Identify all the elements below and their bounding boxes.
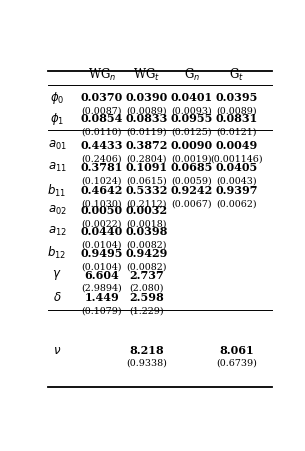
Text: $a_{01}$: $a_{01}$ <box>48 138 66 152</box>
Text: (0.2804): (0.2804) <box>127 154 167 163</box>
Text: (0.1030): (0.1030) <box>82 199 122 208</box>
Text: (0.0082): (0.0082) <box>127 262 167 271</box>
Text: (0.0043): (0.0043) <box>216 176 257 185</box>
Text: 0.0854: 0.0854 <box>81 113 123 124</box>
Text: 8.061: 8.061 <box>219 344 254 355</box>
Text: (0.1024): (0.1024) <box>82 176 122 185</box>
Text: 1.449: 1.449 <box>84 292 119 303</box>
Text: $\delta$: $\delta$ <box>53 291 61 304</box>
Text: $\gamma$: $\gamma$ <box>52 267 62 281</box>
Text: (0.0082): (0.0082) <box>127 240 167 249</box>
Text: (0.2112): (0.2112) <box>127 199 167 208</box>
Text: 0.1091: 0.1091 <box>126 162 168 173</box>
Text: 2.598: 2.598 <box>130 292 164 303</box>
Text: 0.0831: 0.0831 <box>216 113 258 124</box>
Text: (0.0018): (0.0018) <box>127 219 167 228</box>
Text: (0.0104): (0.0104) <box>82 262 122 271</box>
Text: 0.0370: 0.0370 <box>81 92 123 103</box>
Text: 0.0685: 0.0685 <box>170 162 213 173</box>
Text: (0.0125): (0.0125) <box>171 127 212 136</box>
Text: $\nu$: $\nu$ <box>53 343 61 356</box>
Text: (0.1079): (0.1079) <box>82 306 122 315</box>
Text: (0.0019): (0.0019) <box>171 154 212 163</box>
Text: 0.3872: 0.3872 <box>126 140 168 151</box>
Text: 0.9397: 0.9397 <box>215 185 258 196</box>
Text: 0.0050: 0.0050 <box>81 205 123 216</box>
Text: 0.4642: 0.4642 <box>81 185 123 196</box>
Text: (2.9894): (2.9894) <box>81 283 122 292</box>
Text: 0.9242: 0.9242 <box>170 185 213 196</box>
Text: (0.0062): (0.0062) <box>216 199 257 208</box>
Text: 6.604: 6.604 <box>84 269 119 280</box>
Text: 0.9495: 0.9495 <box>81 247 123 258</box>
Text: $a_{12}$: $a_{12}$ <box>48 225 66 238</box>
Text: $a_{11}$: $a_{11}$ <box>48 161 66 174</box>
Text: (0.0093): (0.0093) <box>171 106 212 115</box>
Text: 0.0405: 0.0405 <box>216 162 258 173</box>
Text: 2.737: 2.737 <box>130 269 164 280</box>
Text: 0.4433: 0.4433 <box>81 140 123 151</box>
Text: (0.2406): (0.2406) <box>82 154 122 163</box>
Text: 0.0090: 0.0090 <box>171 140 213 151</box>
Text: (0.6739): (0.6739) <box>216 358 257 367</box>
Text: WG$_n$: WG$_n$ <box>88 67 116 83</box>
Text: $\phi_1$: $\phi_1$ <box>50 110 64 126</box>
Text: WG$_t$: WG$_t$ <box>133 67 160 83</box>
Text: (0.9338): (0.9338) <box>126 358 167 367</box>
Text: 0.0440: 0.0440 <box>81 226 123 237</box>
Text: 0.0395: 0.0395 <box>216 92 258 103</box>
Text: (0.0059): (0.0059) <box>171 176 212 185</box>
Text: 0.0833: 0.0833 <box>126 113 168 124</box>
Text: $b_{12}$: $b_{12}$ <box>48 245 66 261</box>
Text: (0.0089): (0.0089) <box>127 106 167 115</box>
Text: (0.0110): (0.0110) <box>82 127 122 136</box>
Text: (0.001146): (0.001146) <box>210 154 263 163</box>
Text: (1.229): (1.229) <box>130 306 164 315</box>
Text: (0.0104): (0.0104) <box>82 240 122 249</box>
Text: (0.0022): (0.0022) <box>82 219 122 228</box>
Text: $b_{11}$: $b_{11}$ <box>48 182 66 198</box>
Text: $a_{02}$: $a_{02}$ <box>48 204 66 217</box>
Text: (0.0087): (0.0087) <box>82 106 122 115</box>
Text: 0.0955: 0.0955 <box>170 113 213 124</box>
Text: 8.218: 8.218 <box>130 344 164 355</box>
Text: G$_t$: G$_t$ <box>229 67 244 83</box>
Text: (2.080): (2.080) <box>130 283 164 292</box>
Text: 0.0390: 0.0390 <box>126 92 168 103</box>
Text: (0.0121): (0.0121) <box>217 127 257 136</box>
Text: 0.0401: 0.0401 <box>171 92 213 103</box>
Text: (0.0119): (0.0119) <box>127 127 167 136</box>
Text: 0.0032: 0.0032 <box>126 205 168 216</box>
Text: 0.0049: 0.0049 <box>216 140 258 151</box>
Text: 0.0398: 0.0398 <box>126 226 168 237</box>
Text: G$_n$: G$_n$ <box>184 67 200 83</box>
Text: (0.0067): (0.0067) <box>171 199 212 208</box>
Text: 0.5332: 0.5332 <box>126 185 168 196</box>
Text: 0.3781: 0.3781 <box>81 162 123 173</box>
Text: (0.0089): (0.0089) <box>216 106 257 115</box>
Text: (0.0615): (0.0615) <box>127 176 167 185</box>
Text: 0.9429: 0.9429 <box>126 247 168 258</box>
Text: $\phi_0$: $\phi_0$ <box>50 90 64 106</box>
